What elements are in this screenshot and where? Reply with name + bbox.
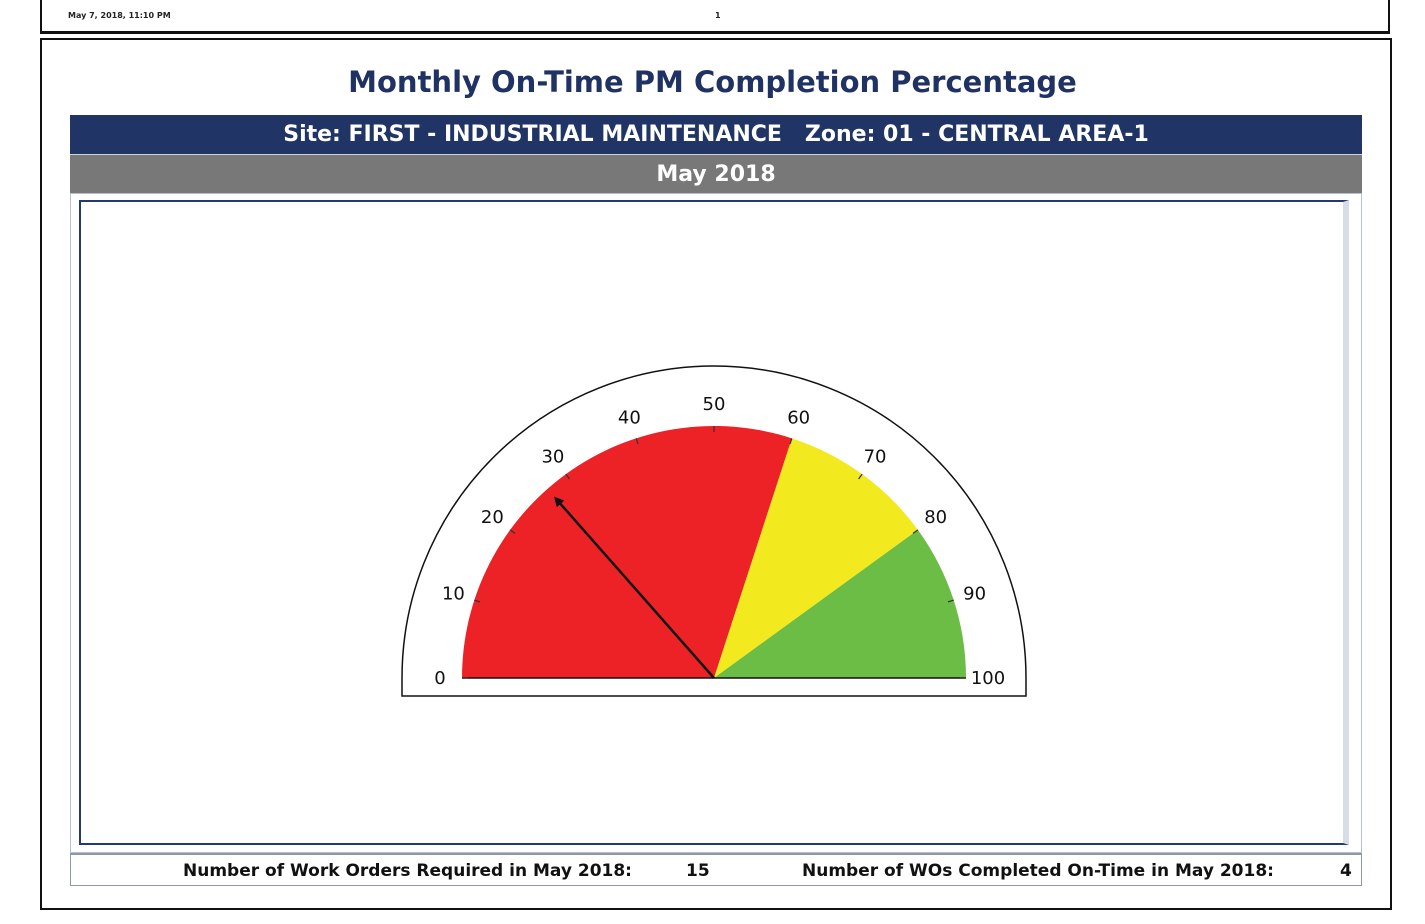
report-frame [40, 38, 1392, 910]
gauge-band-1 [714, 438, 918, 678]
gauge-tick-label: 40 [618, 407, 641, 428]
period-band: May 2018 [70, 154, 1362, 193]
report-title: Monthly On-Time PM Completion Percentage [348, 65, 1077, 99]
gauge-tick [635, 438, 639, 445]
gauge-tick-label: 90 [963, 583, 986, 604]
print-header: May 7, 2018, 11:10 PM 1 [40, 0, 1390, 34]
gauge-tick [912, 529, 919, 534]
required-label: Number of Work Orders Required in May 20… [183, 861, 632, 881]
page-number: 1 [715, 11, 721, 20]
site-zone-band: Site: FIRST - INDUSTRIAL MAINTENANCE Zon… [70, 115, 1362, 154]
gauge-ticks [462, 426, 966, 679]
gauge-tick-label: 30 [541, 446, 564, 467]
completed-value: 4 [1340, 861, 1352, 881]
gauge-tick [565, 473, 570, 480]
gauge-tick [789, 438, 793, 445]
completed-label: Number of WOs Completed On-Time in May 2… [802, 861, 1274, 881]
gauge-tick [509, 529, 516, 534]
gauge-bands [462, 426, 966, 678]
gauge-tick-label: 0 [434, 668, 445, 689]
gauge-tick-label: 80 [924, 507, 947, 528]
footer-summary: Number of Work Orders Required in May 20… [70, 853, 1362, 886]
gauge-band-2 [714, 529, 966, 678]
gauge-tick-label: 50 [703, 394, 726, 415]
gauge-tick-label: 100 [971, 668, 1005, 689]
gauge-tick-label: 10 [442, 583, 465, 604]
gauge-inner-frame [79, 200, 1349, 845]
required-value: 15 [686, 861, 710, 881]
gauge-tick-label: 20 [481, 507, 504, 528]
print-date: May 7, 2018, 11:10 PM [68, 11, 171, 20]
gauge-tick [858, 473, 863, 480]
gauge-tick [474, 599, 481, 603]
gauge-tick-labels: 0 10 20 30 40 50 60 70 80 90 100 [434, 394, 1005, 689]
gauge-tick [947, 599, 954, 603]
gauge-tick-label: 60 [787, 407, 810, 428]
gauge-panel [70, 193, 1362, 853]
gauge-tick-label: 70 [864, 446, 887, 467]
gauge-band-0 [462, 426, 792, 678]
gauge-needle [553, 496, 715, 679]
